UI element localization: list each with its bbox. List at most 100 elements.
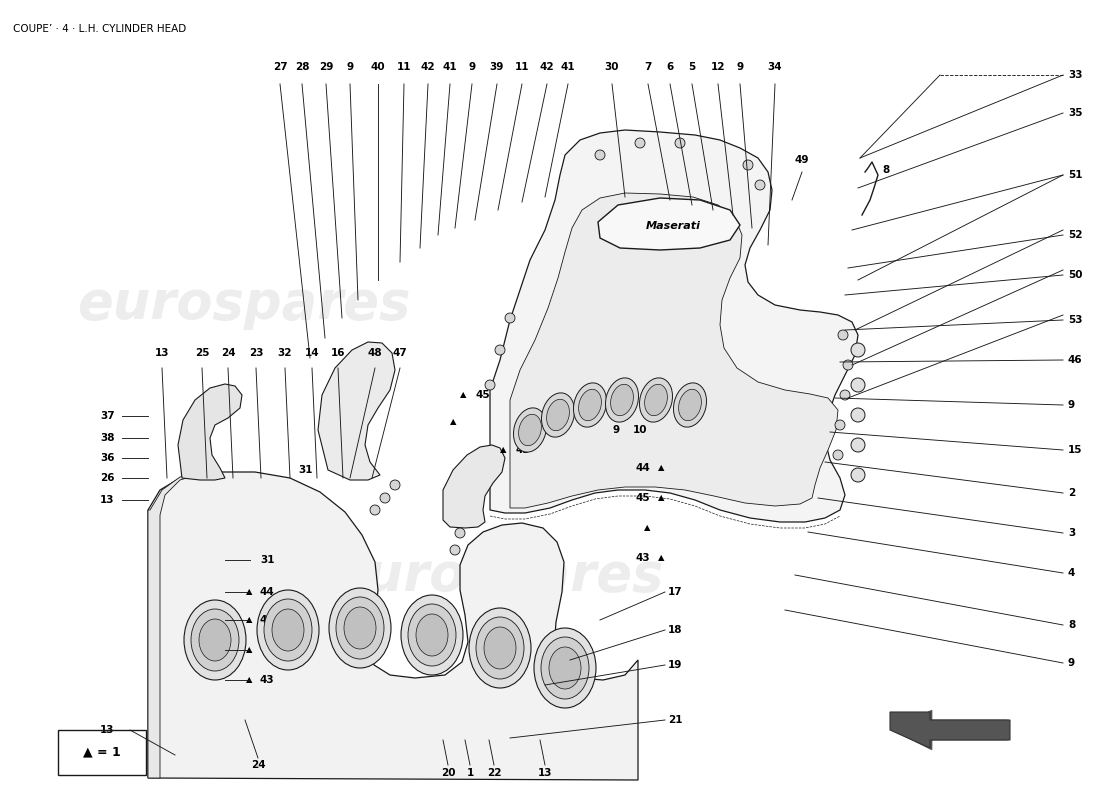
Ellipse shape [838,330,848,340]
Polygon shape [443,445,505,528]
Text: 9: 9 [1068,658,1075,668]
Ellipse shape [610,384,634,416]
Text: ▲: ▲ [658,494,664,502]
Text: 35: 35 [1068,108,1082,118]
Text: 3: 3 [1068,528,1076,538]
Ellipse shape [851,378,865,392]
Text: 9: 9 [346,62,353,72]
Ellipse shape [191,609,239,671]
Text: 44: 44 [636,463,650,473]
Ellipse shape [390,480,400,490]
Text: 8: 8 [1068,620,1076,630]
Text: 13: 13 [538,768,552,778]
Polygon shape [178,384,242,480]
Text: 43: 43 [516,445,530,455]
Text: 45: 45 [260,615,275,625]
Text: 31: 31 [298,465,312,475]
Text: 19: 19 [668,660,682,670]
Ellipse shape [370,505,379,515]
Text: 27: 27 [273,62,287,72]
Ellipse shape [264,599,312,661]
Text: 49: 49 [794,155,810,165]
Ellipse shape [505,313,515,323]
Text: Maserati: Maserati [646,222,701,231]
Text: eurospares: eurospares [330,550,663,602]
Text: 23: 23 [249,348,263,358]
Ellipse shape [476,617,524,679]
Text: ▲: ▲ [460,390,466,399]
Text: 13: 13 [100,725,114,735]
Ellipse shape [329,588,390,668]
Text: 24: 24 [221,348,235,358]
Ellipse shape [840,390,850,400]
Ellipse shape [579,390,602,421]
Text: 38: 38 [100,433,114,443]
Text: 42: 42 [540,62,554,72]
Polygon shape [490,130,858,522]
Text: ▲: ▲ [245,646,252,654]
Ellipse shape [573,383,606,427]
Text: 25: 25 [195,348,209,358]
Text: 47: 47 [393,348,407,358]
Ellipse shape [485,380,495,390]
Polygon shape [890,712,1010,748]
Text: 33: 33 [1068,70,1082,80]
Ellipse shape [495,345,505,355]
Text: 24: 24 [251,760,265,770]
Text: ▲: ▲ [658,554,664,562]
Text: ▲: ▲ [658,463,664,473]
Text: 9: 9 [1068,400,1075,410]
Text: ▲: ▲ [245,675,252,685]
Text: 9: 9 [736,62,744,72]
Ellipse shape [416,614,448,656]
Ellipse shape [469,608,531,688]
Text: COUPE’ · 4 · L.H. CYLINDER HEAD: COUPE’ · 4 · L.H. CYLINDER HEAD [13,24,186,34]
Text: ▲: ▲ [499,446,506,454]
Ellipse shape [851,438,865,452]
Text: 46: 46 [1068,355,1082,365]
Ellipse shape [257,590,319,670]
Text: ▲ = 1: ▲ = 1 [84,746,121,758]
Text: 31: 31 [260,555,275,565]
Text: 41: 41 [442,62,458,72]
Ellipse shape [199,619,231,661]
Text: 14: 14 [305,348,319,358]
Text: 21: 21 [668,715,682,725]
Ellipse shape [639,378,672,422]
Text: 13: 13 [100,495,114,505]
Text: 7: 7 [645,62,651,72]
Ellipse shape [549,647,581,689]
Polygon shape [510,193,838,508]
Text: 29: 29 [319,62,333,72]
Text: 22: 22 [486,768,502,778]
Text: 18: 18 [668,625,682,635]
Text: 9: 9 [613,425,619,435]
Text: 45: 45 [476,390,491,400]
Text: 30: 30 [605,62,619,72]
Text: 12: 12 [711,62,725,72]
Ellipse shape [742,160,754,170]
Polygon shape [598,198,740,250]
Ellipse shape [835,420,845,430]
Ellipse shape [184,600,246,680]
Ellipse shape [484,627,516,669]
Text: 34: 34 [768,62,782,72]
Ellipse shape [851,468,865,482]
Ellipse shape [379,493,390,503]
Text: 40: 40 [371,62,385,72]
Ellipse shape [272,609,304,651]
Text: eurospares: eurospares [77,278,410,330]
Ellipse shape [336,597,384,659]
Text: ▲: ▲ [245,615,252,625]
Ellipse shape [455,528,465,538]
Text: ▲: ▲ [644,523,650,533]
Text: 43: 43 [260,675,275,685]
Ellipse shape [645,384,668,416]
Ellipse shape [833,450,843,460]
Text: 13: 13 [155,348,169,358]
Ellipse shape [673,383,706,427]
Ellipse shape [518,414,541,446]
Text: 15: 15 [1068,445,1082,455]
Text: 36: 36 [100,453,114,463]
Text: 51: 51 [1068,170,1082,180]
